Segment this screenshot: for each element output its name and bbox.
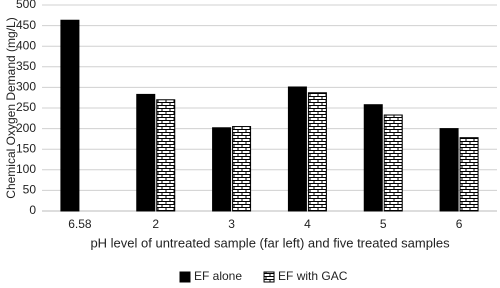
y-tick-label: 0 bbox=[29, 203, 36, 217]
x-tick-label: 4 bbox=[304, 217, 311, 231]
x-tick-label: 3 bbox=[228, 217, 235, 231]
bar bbox=[232, 126, 252, 212]
bar bbox=[307, 92, 327, 212]
bar bbox=[439, 128, 459, 212]
legend-label: EF with GAC bbox=[278, 269, 348, 283]
bar bbox=[60, 19, 80, 212]
legend-label: EF alone bbox=[194, 269, 242, 283]
bar bbox=[156, 99, 176, 212]
y-tick-label: 450 bbox=[16, 18, 36, 32]
y-tick-label: 50 bbox=[23, 183, 37, 197]
y-axis-title: Chemical Oxygen Demand (mg/L) bbox=[4, 17, 18, 198]
y-tick-label: 100 bbox=[16, 162, 36, 176]
y-tick-label: 200 bbox=[16, 121, 36, 135]
bar bbox=[383, 114, 403, 212]
x-tick-label: 6.58 bbox=[68, 217, 92, 231]
y-tick-label: 300 bbox=[16, 80, 36, 94]
bar bbox=[363, 104, 383, 212]
bar bbox=[212, 127, 232, 212]
y-tick-label: 500 bbox=[16, 0, 36, 11]
y-tick-label: 350 bbox=[16, 59, 36, 73]
legend-swatch bbox=[179, 271, 191, 283]
x-axis-title: pH level of untreated sample (far left) … bbox=[90, 235, 450, 250]
bar bbox=[459, 137, 479, 212]
x-tick-label: 6 bbox=[456, 217, 463, 231]
bar bbox=[136, 93, 156, 212]
x-tick-label: 5 bbox=[380, 217, 387, 231]
x-tick-label: 2 bbox=[152, 217, 159, 231]
legend-swatch bbox=[263, 271, 275, 283]
y-tick-label: 150 bbox=[16, 141, 36, 155]
y-tick-label: 400 bbox=[16, 38, 36, 52]
y-tick-label: 250 bbox=[16, 100, 36, 114]
bar bbox=[287, 86, 307, 212]
